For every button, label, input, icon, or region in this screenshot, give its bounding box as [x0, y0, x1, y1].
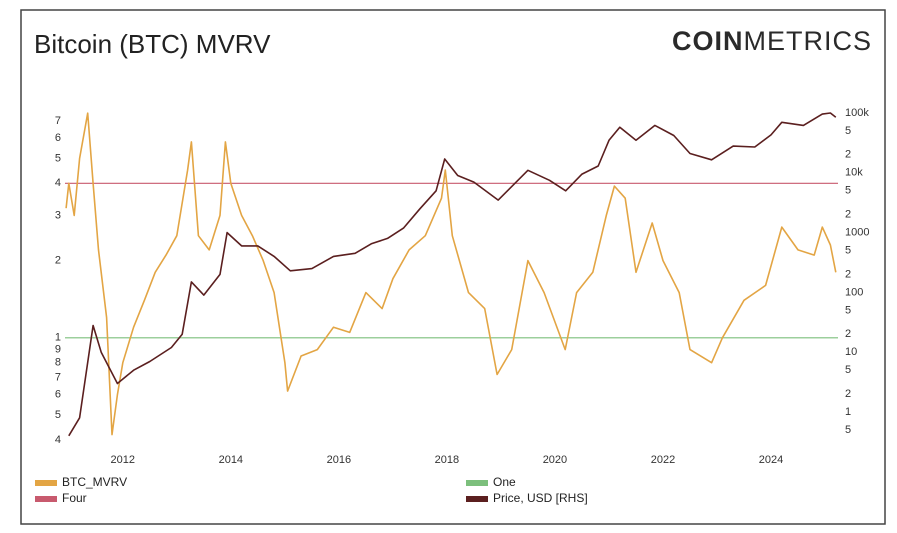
x-tick-label: 2014 [219, 454, 243, 466]
x-tick-label: 2020 [543, 454, 567, 466]
x-tick-label: 2012 [111, 454, 135, 466]
chart-title: Bitcoin (BTC) MVRV [34, 29, 271, 59]
y2-tick-label: 2 [845, 149, 851, 161]
plot-area [65, 112, 838, 437]
y2-tick-label: 2 [845, 388, 851, 400]
legend-swatch [35, 480, 57, 486]
legend-swatch [35, 496, 57, 502]
y2-tick-label: 2 [845, 209, 851, 221]
series-line [65, 112, 837, 436]
x-tick-label: 2018 [435, 454, 459, 466]
y2-tick-label: 2 [845, 268, 851, 280]
y-tick-label: 2 [55, 254, 61, 266]
y2-tick-label: 5 [845, 424, 851, 436]
legend-label: Price, USD [RHS] [493, 491, 588, 505]
brand-bold: COIN [672, 26, 744, 56]
y2-tick-label: 100 [845, 286, 863, 298]
x-tick-label: 2022 [651, 454, 675, 466]
legend-swatch [466, 480, 488, 486]
y-tick-label: 9 [55, 343, 61, 355]
legend-label: One [493, 475, 516, 489]
legend-swatch [466, 496, 488, 502]
y2-tick-label: 100k [845, 107, 869, 119]
y-tick-label: 8 [55, 357, 61, 369]
y2-tick-label: 1 [845, 406, 851, 418]
legend-label: BTC_MVRV [62, 475, 127, 489]
y2-tick-label: 10 [845, 346, 857, 358]
y2-tick-label: 5 [845, 245, 851, 257]
y2-tick-label: 5 [845, 185, 851, 197]
y-tick-label: 5 [55, 152, 61, 164]
series-line [68, 112, 837, 437]
y-tick-label: 4 [55, 177, 61, 189]
y2-tick-label: 1000 [845, 227, 869, 239]
y2-tick-label: 5 [845, 364, 851, 376]
y-tick-label: 6 [55, 132, 61, 144]
brand-light: METRICS [744, 26, 873, 56]
x-tick-label: 2024 [759, 454, 783, 466]
y-tick-label: 5 [55, 409, 61, 421]
y-tick-label: 1 [55, 332, 61, 344]
y2-tick-label: 2 [845, 328, 851, 340]
y-tick-label: 7 [55, 115, 61, 127]
y2-tick-label: 5 [845, 125, 851, 137]
y2-tick-label: 10k [845, 167, 863, 179]
y-tick-label: 3 [55, 209, 61, 221]
brand-logo: COINMETRICS [672, 26, 872, 56]
y2-tick-label: 5 [845, 304, 851, 316]
y-tick-label: 6 [55, 389, 61, 401]
legend-label: Four [62, 491, 87, 505]
x-tick-label: 2016 [327, 454, 351, 466]
card-border [20, 9, 886, 525]
y-tick-label: 4 [55, 434, 61, 446]
y-tick-label: 7 [55, 372, 61, 384]
